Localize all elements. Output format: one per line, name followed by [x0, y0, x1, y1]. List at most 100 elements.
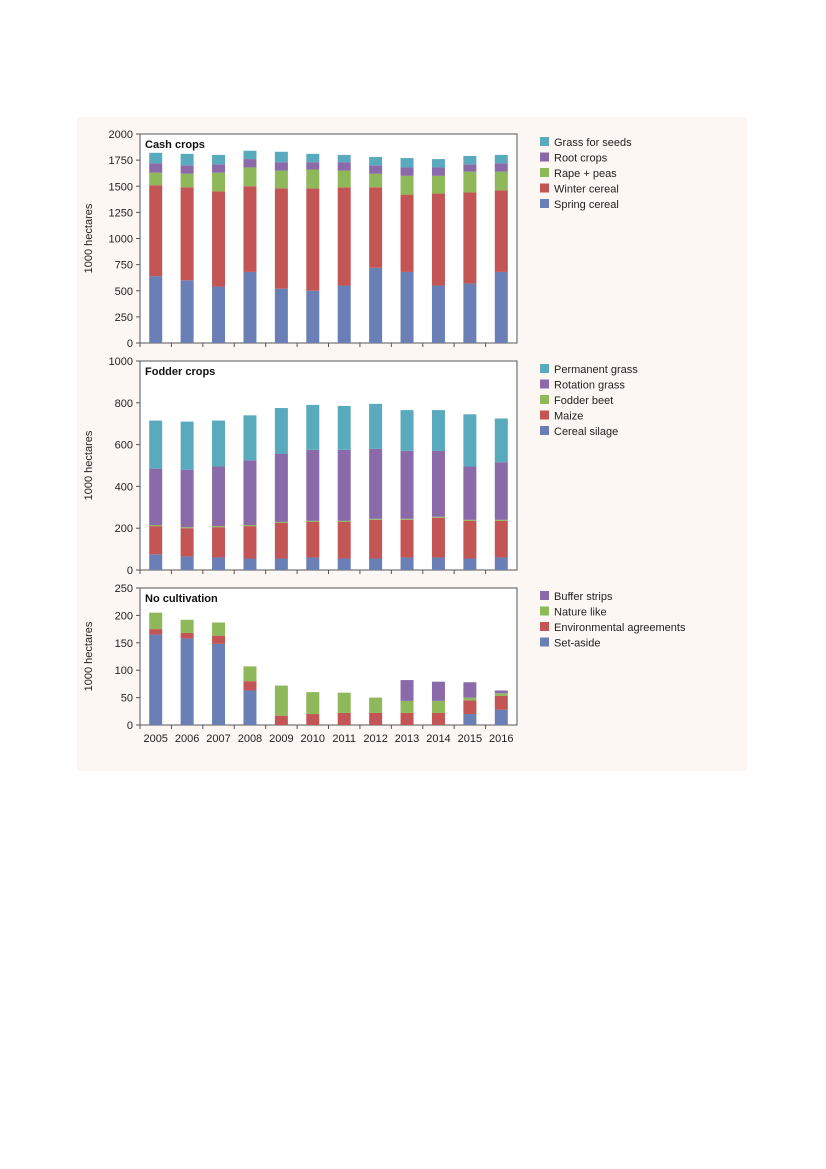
- bar-segment: [180, 187, 194, 281]
- legend-swatch: [540, 426, 549, 435]
- bar-segment: [274, 151, 288, 163]
- y-tick-label: 250: [115, 312, 133, 324]
- bar-segment: [463, 519, 477, 521]
- y-axis-label: 1000 hectares: [83, 430, 95, 500]
- bar-segment: [337, 285, 351, 343]
- bar-segment: [337, 520, 351, 522]
- bar-segment: [369, 519, 383, 559]
- bar-segment: [274, 454, 288, 522]
- bar-segment: [463, 192, 477, 284]
- bar-segment: [337, 405, 351, 450]
- bar-segment: [180, 280, 194, 343]
- panel-3: 0 50 100 150 200 250 1000 hectares 2005 2006 2007…: [83, 583, 686, 745]
- bar-segment: [306, 153, 320, 163]
- bar-segment: [212, 643, 226, 725]
- bar-segment: [369, 173, 383, 188]
- legend-label: Nature like: [554, 607, 607, 619]
- legend-swatch: [540, 410, 549, 420]
- bar-segment: [431, 159, 445, 168]
- bar-segment: [494, 557, 508, 570]
- plot-area: [139, 133, 518, 344]
- bar-segment: [494, 695, 508, 710]
- bar-segment: [431, 517, 445, 558]
- bar-segment: [369, 267, 383, 343]
- legend-label: Rotation grass: [554, 380, 625, 392]
- x-tick-label: 2006: [175, 733, 199, 745]
- y-tick-label: 2000: [109, 129, 133, 141]
- bar-segment: [243, 186, 257, 272]
- bar-segment: [369, 165, 383, 174]
- y-tick-label: 500: [115, 286, 133, 298]
- bar-segment: [212, 557, 226, 570]
- legend-swatch: [540, 183, 549, 193]
- bar-segment: [306, 404, 320, 450]
- plot-area: [139, 587, 518, 726]
- bar-segment: [306, 692, 320, 715]
- bar-segment: [494, 520, 508, 558]
- bar-segment: [306, 449, 320, 521]
- bar-segment: [369, 187, 383, 268]
- bar-segment: [149, 629, 163, 635]
- bar-segment: [400, 557, 414, 570]
- bar-segment: [369, 558, 383, 570]
- y-tick-label: 250: [115, 583, 133, 595]
- bar-segment: [494, 690, 508, 694]
- bar-segment: [243, 150, 257, 160]
- bar-segment: [149, 172, 163, 186]
- bar-segment: [431, 700, 445, 713]
- bar-segment: [494, 190, 508, 272]
- legend-swatch: [540, 199, 549, 208]
- bar-segment: [243, 159, 257, 168]
- bar-segment: [337, 558, 351, 570]
- bar-segment: [212, 527, 226, 558]
- y-tick-label: 0: [127, 338, 133, 350]
- bar-segment: [494, 171, 508, 191]
- x-tick-label: 2010: [301, 733, 325, 745]
- y-axis-label: 1000 hectares: [83, 203, 95, 273]
- bar-segment: [274, 170, 288, 189]
- y-tick-label: 750: [115, 260, 133, 272]
- bar-segment: [431, 175, 445, 194]
- bar-segment: [212, 191, 226, 287]
- bar-segment: [149, 152, 163, 164]
- bar-segment: [243, 681, 257, 691]
- y-tick-label: 600: [115, 440, 133, 452]
- x-tick-label: 2008: [238, 733, 262, 745]
- panel-1: 0 250 500 750 1000 1250 1500 1750 2000 1000 hecta…: [83, 129, 632, 350]
- bar-segment: [337, 154, 351, 163]
- bar-segment: [431, 681, 445, 701]
- bar-segment: [337, 521, 351, 559]
- legend-label: Grass for seeds: [554, 137, 632, 149]
- bar-segment: [180, 421, 194, 470]
- bar-segment: [180, 632, 194, 639]
- bar-segment: [400, 158, 414, 168]
- legend-swatch: [540, 591, 549, 600]
- bar-segment: [337, 187, 351, 286]
- bar-segment: [463, 558, 477, 570]
- bar-segment: [274, 558, 288, 570]
- bar-segment: [463, 697, 477, 701]
- plot-area: [139, 360, 518, 571]
- bar-segment: [400, 194, 414, 272]
- bar-segment: [337, 712, 351, 725]
- bar-segment: [369, 156, 383, 166]
- y-tick-label: 1500: [109, 181, 133, 193]
- bar-segment: [212, 635, 226, 644]
- bar-segment: [180, 165, 194, 174]
- bar-segment: [180, 173, 194, 188]
- bar-segment: [149, 420, 163, 469]
- bar-segment: [149, 526, 163, 555]
- y-axis-label: 1000 hectares: [83, 621, 95, 691]
- bar-segment: [180, 638, 194, 725]
- bar-segment: [494, 709, 508, 725]
- bar-segment: [463, 714, 477, 725]
- bar-segment: [149, 554, 163, 570]
- bar-segment: [243, 415, 257, 461]
- panel-2: 0 200 400 600 800 1000 1000 hectares Fodder cro…: [83, 356, 638, 577]
- bar-segment: [369, 712, 383, 725]
- legend-swatch: [540, 637, 549, 647]
- bar-segment: [337, 170, 351, 188]
- bar-segment: [431, 285, 445, 343]
- legend-label: Spring cereal: [554, 199, 619, 211]
